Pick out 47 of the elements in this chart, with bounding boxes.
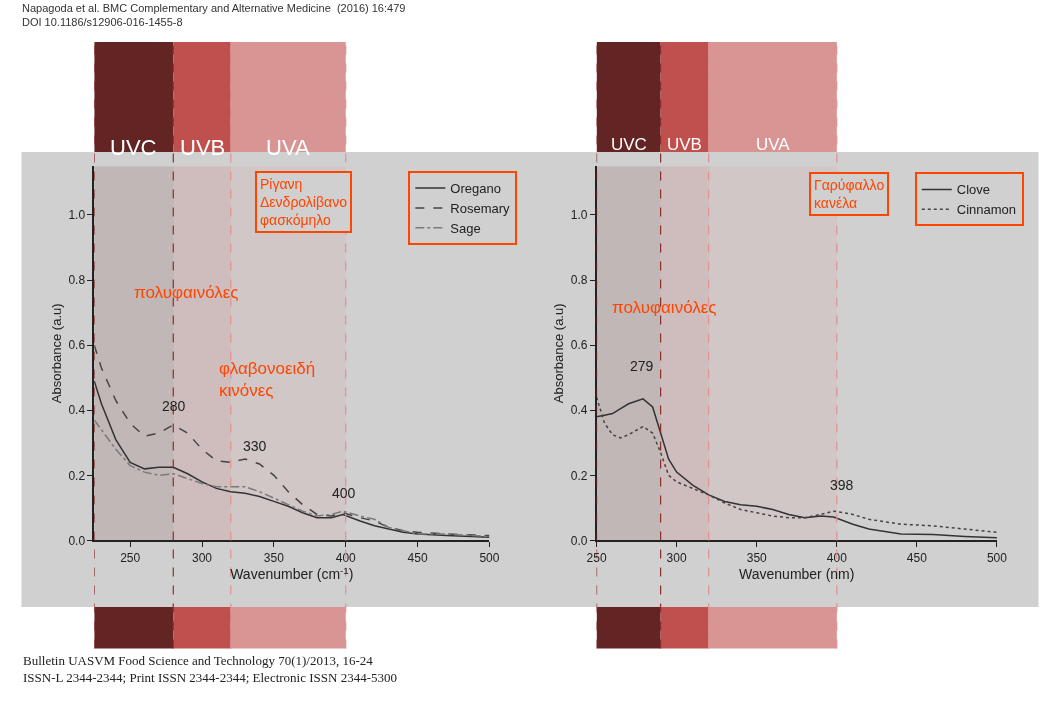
x-tick-label: 300 bbox=[192, 550, 213, 565]
x-axis-title: Wavenumber (cm$^{-1}$) bbox=[230, 564, 354, 583]
y-tick-label: 0.0 bbox=[68, 533, 86, 548]
y-tick-label: 0.4 bbox=[570, 403, 588, 418]
x-tick-label: 350 bbox=[263, 550, 285, 565]
legend-label: Sage bbox=[450, 220, 481, 236]
annotation: πολυφαινόλες bbox=[612, 298, 717, 317]
y-tick-label: 0.2 bbox=[68, 468, 86, 483]
annotation: φλαβονοειδή κινόνες bbox=[219, 359, 316, 401]
y-tick-label: 0.6 bbox=[570, 338, 588, 353]
x-tick-label: 300 bbox=[666, 550, 687, 565]
y-tick-label: 0.8 bbox=[570, 273, 588, 288]
y-tick-label: 1.0 bbox=[570, 208, 588, 223]
y-axis-title: Absorbance (a.u) bbox=[551, 303, 567, 404]
annotation: 279 bbox=[630, 358, 654, 374]
x-axis-title: Wavenumber (nm) bbox=[739, 566, 855, 583]
x-tick-label: 500 bbox=[479, 550, 500, 565]
text: Bulletin UASVM Food Science and Technology 70(1)/2013, 16-24 ISSN-L 2344-2344; Print ISSN 2344-2344; Electronic ISSN 2344-5300 bbox=[23, 653, 397, 685]
x-tick-label: 350 bbox=[746, 550, 768, 565]
annotation: 330 bbox=[243, 438, 267, 454]
x-tick-label: 450 bbox=[906, 550, 928, 565]
band-label: UVA bbox=[756, 135, 791, 154]
x-tick-label: 450 bbox=[407, 550, 428, 565]
x-tick-label: 400 bbox=[826, 550, 848, 565]
x-tick-label: 500 bbox=[986, 550, 1008, 565]
x-tick-label: 250 bbox=[586, 550, 607, 565]
band-label: UVC bbox=[611, 135, 647, 154]
legend-label: Oregano bbox=[450, 181, 501, 197]
annotation: 398 bbox=[830, 477, 854, 493]
annotation: Ρίγανη Δενδρολίβανο φασκόμηλο bbox=[260, 176, 348, 229]
legend-label: Cinnamon bbox=[956, 202, 1017, 218]
x-tick-label: 400 bbox=[335, 550, 357, 565]
annotation: Γαρύφαλλο κανέλα bbox=[814, 177, 885, 212]
y-tick-label: 0.4 bbox=[68, 403, 86, 418]
legend-label: Clove bbox=[956, 182, 991, 198]
y-tick-label: 1.0 bbox=[68, 208, 86, 223]
y-axis-title: Absorbance (a.u) bbox=[48, 303, 64, 404]
y-tick-label: 0.6 bbox=[68, 338, 86, 353]
annotation: 400 bbox=[332, 485, 356, 501]
annotation: πολυφαινόλες bbox=[134, 283, 239, 302]
y-tick-label: 0.2 bbox=[570, 468, 588, 483]
legend-label: Rosemary bbox=[450, 200, 511, 216]
annotation: 280 bbox=[162, 398, 186, 414]
x-tick-label: 250 bbox=[120, 550, 141, 565]
y-tick-label: 0.0 bbox=[570, 533, 588, 548]
chart-title: Napagoda et al. BMC Complementary and Alternative Medicine (2016) 16:479 DOI 10.1186/s12906-016-1455-8 bbox=[22, 2, 406, 29]
y-tick-label: 0.8 bbox=[68, 273, 86, 288]
